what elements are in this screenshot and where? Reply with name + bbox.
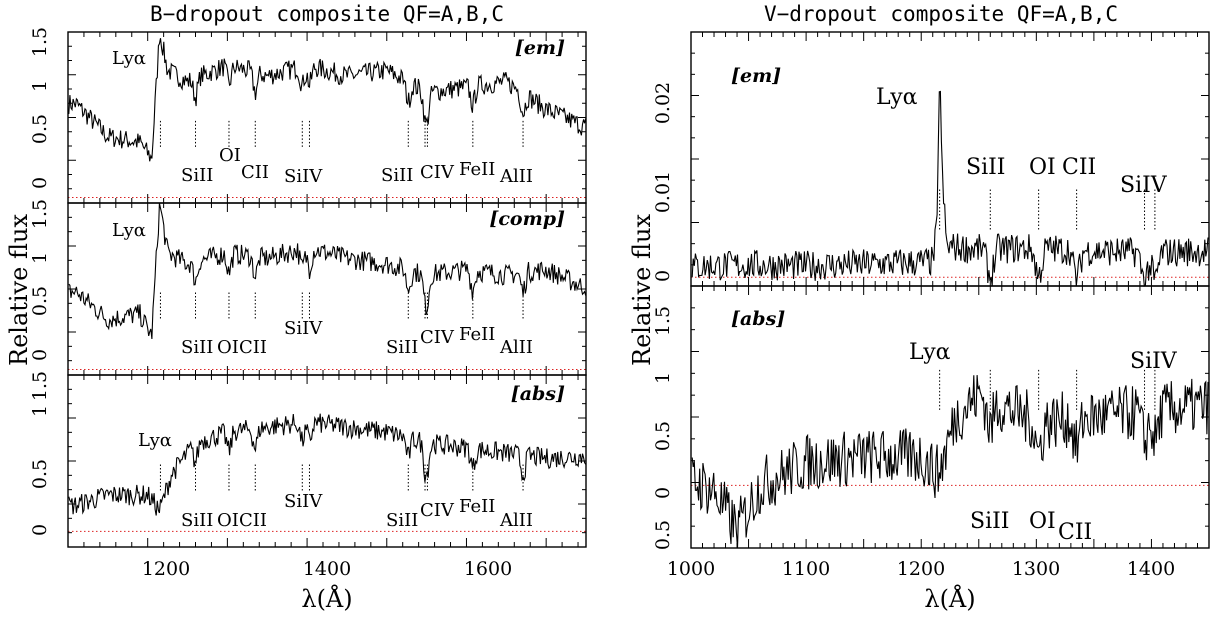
spectrum-line <box>691 375 1209 549</box>
left-xtick-1200: 1200 <box>142 558 190 580</box>
spectrum-line <box>691 90 1209 288</box>
right-chart: V−dropout composite QF=A,B,C [em] 0.02 0… <box>628 2 1210 613</box>
spectrum-line <box>68 202 587 340</box>
left-em-label-lya: Lyα <box>112 48 146 69</box>
right-xtick-1300: 1300 <box>1012 558 1060 580</box>
left-comp-label-civ: CIV <box>420 327 455 348</box>
left-abs-label-cii: CII <box>239 510 267 531</box>
left-em-ytick-3: 0 <box>29 177 51 189</box>
left-em-label-siii: SiII <box>181 165 213 186</box>
right-abs-label-cii: CII <box>1058 520 1092 545</box>
left-abs-label-lya: Lyα <box>138 430 172 451</box>
right-panel-abs-tag: [abs] <box>731 308 785 330</box>
left-comp-label-siiv: SiIV <box>284 318 323 339</box>
left-xtick-1400: 1400 <box>303 558 351 580</box>
left-em-label-alii: AlII <box>499 166 533 187</box>
left-panel-comp: [comp] 1.5 1 0.5 0 Lyα SiII OI CII SiIV … <box>29 199 587 376</box>
right-panel-em-tag: [em] <box>731 65 781 87</box>
left-abs-label-civ: CIV <box>420 500 455 521</box>
right-em-label-cii: CII <box>1062 155 1096 180</box>
right-abs-ytick-3: 0 <box>652 487 674 499</box>
left-ylabel: Relative flux <box>5 214 33 366</box>
right-xlabel: λ(Å) <box>924 584 975 613</box>
left-panel-em: [em] 1.5 1 0.5 0 Lyα SiII OI CII SiIV Si… <box>29 27 587 204</box>
right-abs-label-oi: OI <box>1029 509 1056 534</box>
right-abs-ytick-1: 1 <box>652 372 674 384</box>
left-panel-comp-tag: [comp] <box>489 208 565 230</box>
right-abs-ytick-4: 0.5 <box>652 520 674 550</box>
left-comp-ytick-1: 1 <box>29 252 51 264</box>
left-panel-abs-frame <box>67 374 587 548</box>
left-panel-abs: [abs] 1.5 1 0.5 0 Lyα SiII OI CII SiIV S… <box>29 371 587 548</box>
left-abs-label-siiv: SiIV <box>284 491 323 512</box>
right-xtick-1400: 1400 <box>1127 558 1175 580</box>
right-abs-label-siii: SiII <box>970 509 1010 534</box>
right-ylabel: Relative flux <box>628 214 656 366</box>
right-abs-label-siiv: SiIV <box>1130 349 1178 374</box>
left-comp-ytick-0: 1.5 <box>29 199 51 229</box>
right-em-label-siii: SiII <box>966 155 1006 180</box>
left-comp-label-alii: AlII <box>499 337 533 358</box>
left-comp-label-lya: Lyα <box>112 220 146 241</box>
left-comp-ytick-2: 0.5 <box>29 286 51 316</box>
left-abs-label-siii: SiII <box>181 510 213 531</box>
left-abs-label-oi: OI <box>217 510 239 531</box>
right-panel-abs: [abs] 1.5 1 0.5 0 0.5 Lyα SiII OI CII Si… <box>652 285 1210 550</box>
right-em-label-lya: Lyα <box>876 85 918 110</box>
right-em-label-siiv: SiIV <box>1120 173 1168 198</box>
right-panel-em: [em] 0.02 0.01 0 Lyα SiII OI CII SiIV <box>652 31 1210 288</box>
right-em-ytick-1: 0.01 <box>652 171 674 213</box>
left-comp-label-cii: CII <box>239 337 267 358</box>
left-em-label-oi: OI <box>219 145 241 166</box>
left-comp-ytick-3: 0 <box>29 349 51 361</box>
left-comp-label-siii-2: SiII <box>386 337 418 358</box>
left-xtick-1600: 1600 <box>464 558 512 580</box>
spectrum-line <box>68 38 587 162</box>
right-em-ytick-0: 0.02 <box>652 82 674 124</box>
left-abs-label-siii-2: SiII <box>386 510 418 531</box>
left-em-ytick-0: 1.5 <box>29 27 51 57</box>
spectrum-line <box>68 413 587 516</box>
left-abs-ytick-1: 1 <box>29 405 51 417</box>
left-panel-abs-tag: [abs] <box>511 383 565 405</box>
left-em-label-cii: CII <box>241 162 269 183</box>
right-xtick-1200: 1200 <box>897 558 945 580</box>
left-comp-label-oi: OI <box>217 337 239 358</box>
right-xtick-1100: 1100 <box>782 558 830 580</box>
left-em-ytick-2: 0.5 <box>29 114 51 144</box>
right-abs-label-lya: Lyα <box>909 340 951 365</box>
left-em-label-civ: CIV <box>420 162 455 183</box>
left-xlabel: λ(Å) <box>301 584 352 613</box>
left-abs-ytick-2: 0.5 <box>29 459 51 489</box>
left-em-label-feii: FeII <box>459 159 495 180</box>
left-em-ytick-1: 1 <box>29 80 51 92</box>
left-abs-label-alii: AlII <box>499 510 533 531</box>
left-chart-title: B−dropout composite QF=A,B,C <box>150 2 504 26</box>
left-panel-em-tag: [em] <box>515 37 565 59</box>
right-em-label-oi: OI <box>1029 155 1056 180</box>
right-xtick-1000: 1000 <box>667 558 715 580</box>
left-abs-label-feii: FeII <box>459 496 495 517</box>
left-abs-ytick-3: 0 <box>29 524 51 536</box>
right-em-ytick-2: 0 <box>652 270 674 282</box>
right-abs-ytick-0: 1.5 <box>652 306 674 336</box>
left-abs-ytick-0: 1.5 <box>29 371 51 401</box>
left-chart: B−dropout composite QF=A,B,C [em] 1.5 1 … <box>5 2 587 613</box>
left-comp-label-siii: SiII <box>181 337 213 358</box>
left-em-label-siii-2: SiII <box>381 165 413 186</box>
left-comp-label-feii: FeII <box>459 324 495 345</box>
right-panel-abs-frame <box>690 285 1210 549</box>
right-abs-ytick-2: 0.5 <box>652 421 674 451</box>
right-chart-title: V−dropout composite QF=A,B,C <box>764 2 1118 26</box>
left-em-label-siiv: SiIV <box>284 166 323 187</box>
